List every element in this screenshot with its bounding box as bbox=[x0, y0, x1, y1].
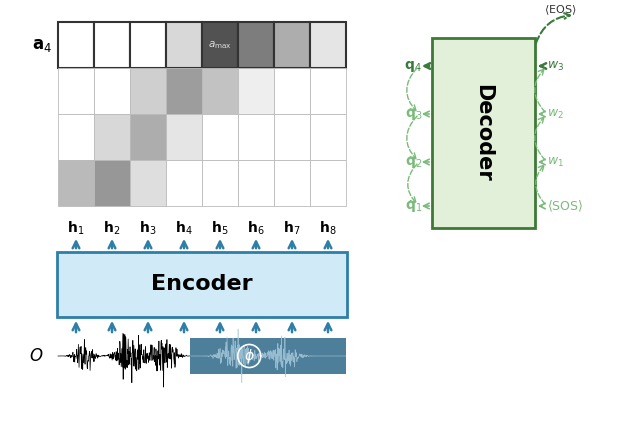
Bar bbox=[94, 160, 130, 206]
Text: $\mathbf{h}_7$: $\mathbf{h}_7$ bbox=[284, 219, 300, 237]
Bar bbox=[238, 114, 274, 160]
Text: Decoder: Decoder bbox=[473, 84, 493, 182]
Bar bbox=[310, 114, 346, 160]
Text: $a_{\mathrm{max}}$: $a_{\mathrm{max}}$ bbox=[208, 39, 232, 51]
Bar bbox=[238, 22, 274, 68]
Bar bbox=[130, 22, 166, 68]
Bar bbox=[274, 22, 310, 68]
Bar bbox=[202, 22, 238, 68]
Bar bbox=[57, 252, 347, 317]
Bar bbox=[190, 338, 346, 374]
Text: $\mathbf{a}_4$: $\mathbf{a}_4$ bbox=[32, 36, 52, 54]
Bar bbox=[310, 68, 346, 114]
Text: $\mathbf{h}_3$: $\mathbf{h}_3$ bbox=[140, 219, 156, 237]
Text: $\langle\mathrm{EOS}\rangle$: $\langle\mathrm{EOS}\rangle$ bbox=[544, 3, 577, 17]
Text: $w_2$: $w_2$ bbox=[547, 107, 564, 121]
Bar bbox=[130, 114, 166, 160]
Text: $\mathbf{h}_6$: $\mathbf{h}_6$ bbox=[247, 219, 265, 237]
Bar bbox=[274, 160, 310, 206]
Bar bbox=[166, 68, 202, 114]
Bar bbox=[94, 114, 130, 160]
Bar bbox=[58, 22, 94, 68]
Bar bbox=[58, 160, 94, 206]
Text: $w_3$: $w_3$ bbox=[547, 60, 564, 72]
Bar bbox=[94, 68, 130, 114]
Bar bbox=[310, 22, 346, 68]
Bar bbox=[202, 68, 238, 114]
Text: $\mathbf{h}_8$: $\mathbf{h}_8$ bbox=[319, 219, 337, 237]
Bar bbox=[202, 160, 238, 206]
Bar bbox=[310, 160, 346, 206]
Text: $\mathbf{h}_5$: $\mathbf{h}_5$ bbox=[212, 219, 228, 237]
Bar bbox=[130, 160, 166, 206]
Text: Encoder: Encoder bbox=[151, 274, 253, 294]
Text: $\mathbf{h}_2$: $\mathbf{h}_2$ bbox=[103, 219, 121, 237]
Bar bbox=[238, 160, 274, 206]
Bar bbox=[58, 114, 94, 160]
Bar bbox=[58, 68, 94, 114]
Text: $\phi$: $\phi$ bbox=[244, 347, 255, 365]
Bar bbox=[166, 22, 202, 68]
Text: $\langle\mathrm{SOS}\rangle$: $\langle\mathrm{SOS}\rangle$ bbox=[547, 198, 583, 213]
Bar bbox=[94, 22, 130, 68]
Text: $w_1$: $w_1$ bbox=[547, 156, 564, 168]
Text: $\mathbf{h}_1$: $\mathbf{h}_1$ bbox=[68, 219, 85, 237]
Bar bbox=[166, 114, 202, 160]
Bar bbox=[274, 68, 310, 114]
Text: $\mathbf{q}_2$: $\mathbf{q}_2$ bbox=[405, 155, 422, 169]
Bar bbox=[130, 68, 166, 114]
Bar bbox=[238, 68, 274, 114]
Text: $\mathbf{h}_4$: $\mathbf{h}_4$ bbox=[175, 219, 193, 237]
Bar bbox=[432, 38, 535, 228]
Bar bbox=[202, 114, 238, 160]
Text: $O$: $O$ bbox=[29, 347, 43, 365]
Text: $\mathbf{q}_3$: $\mathbf{q}_3$ bbox=[404, 107, 422, 122]
Text: $\mathbf{q}_4$: $\mathbf{q}_4$ bbox=[404, 58, 422, 73]
Bar bbox=[166, 160, 202, 206]
Bar bbox=[274, 114, 310, 160]
Text: $\mathbf{q}_1$: $\mathbf{q}_1$ bbox=[404, 198, 422, 213]
